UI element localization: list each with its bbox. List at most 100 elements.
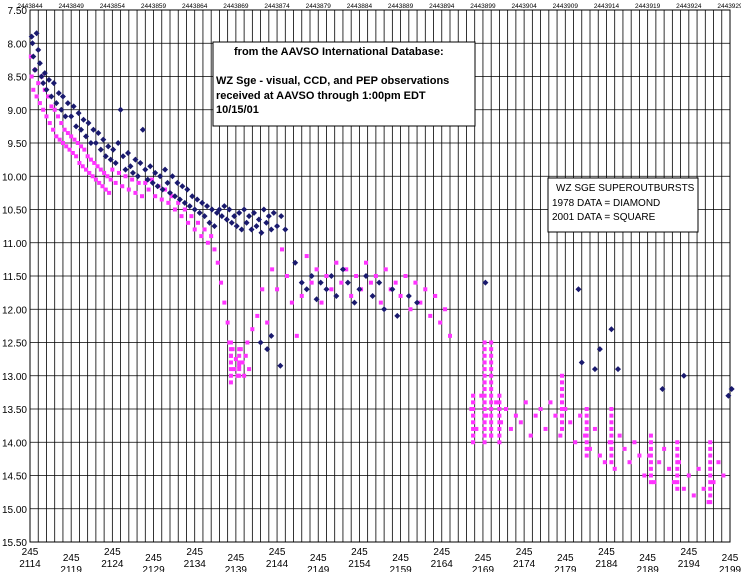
square-point: [92, 160, 97, 165]
square-point: [247, 367, 252, 372]
square-point: [489, 347, 494, 352]
diamond-point: [179, 183, 186, 190]
square-point: [133, 190, 138, 195]
square-point: [166, 200, 171, 205]
diamond-point: [149, 179, 156, 186]
diamond-point: [157, 173, 164, 180]
top-tick-label: 2443889: [388, 3, 414, 10]
square-point: [597, 453, 602, 458]
diamond-point: [725, 392, 732, 399]
square-point: [560, 387, 564, 392]
diamond-point: [268, 226, 275, 233]
square-point: [77, 160, 82, 165]
diamond-point: [414, 299, 421, 306]
bottom-tick-label-day: 2179: [554, 565, 577, 572]
square-point: [708, 453, 713, 458]
square-point: [103, 187, 108, 192]
square-point: [482, 433, 487, 438]
square-point: [398, 293, 403, 298]
square-point: [107, 190, 112, 195]
diamond-point: [78, 126, 85, 133]
diamond-point: [270, 209, 277, 216]
square-point: [489, 373, 494, 378]
square-point: [222, 300, 227, 305]
square-point: [489, 340, 494, 345]
square-point: [105, 174, 110, 179]
diamond-point: [189, 193, 196, 200]
diamond-point: [317, 279, 324, 286]
diamond-point: [142, 166, 149, 173]
square-point: [708, 446, 713, 451]
square-point: [499, 420, 504, 425]
diamond-point: [87, 140, 94, 146]
top-tick-label: 2443859: [141, 3, 167, 10]
diamond-point: [33, 30, 40, 37]
square-point: [189, 214, 194, 219]
annotation-box: from the AAVSO International Database: W…: [212, 41, 476, 127]
bottom-tick-label-prefix: 245: [722, 553, 739, 564]
square-point: [609, 446, 614, 451]
diamond-point: [333, 292, 340, 299]
diamond-point: [615, 366, 621, 373]
diamond-point: [115, 140, 122, 146]
square-point: [82, 147, 87, 152]
square-point: [212, 247, 217, 252]
diamond-point: [28, 33, 35, 40]
square-point: [75, 141, 80, 145]
square-point: [102, 170, 107, 175]
square-point: [676, 460, 681, 465]
bottom-tick-label-prefix: 245: [433, 547, 450, 558]
square-point: [373, 274, 378, 278]
square-point: [494, 400, 499, 405]
square-point: [479, 393, 484, 398]
bottom-tick-label-day: 2159: [389, 565, 412, 572]
square-point: [708, 466, 713, 471]
square-point: [708, 486, 713, 491]
y-tick-label: 11.00: [3, 239, 28, 250]
square-point: [489, 393, 494, 398]
bottom-tick-label-prefix: 245: [392, 553, 409, 564]
square-point: [67, 147, 72, 152]
square-point: [588, 446, 592, 451]
square-point: [54, 134, 59, 139]
square-point: [708, 460, 713, 465]
diamond-point: [68, 113, 75, 120]
square-point: [52, 107, 57, 112]
square-point: [29, 74, 34, 79]
square-point: [584, 446, 589, 451]
diamond-point: [394, 312, 401, 319]
diamond-point: [134, 173, 141, 180]
bottom-tick-label-day: 2194: [678, 559, 701, 570]
diamond-point: [55, 90, 62, 97]
square-point: [130, 177, 135, 182]
diamond-point: [381, 306, 388, 313]
square-point: [609, 453, 614, 458]
square-point: [304, 254, 309, 259]
bottom-tick-label-day: 2119: [60, 565, 82, 572]
square-point: [497, 407, 502, 411]
y-tick-label: 13.00: [2, 372, 27, 383]
bottom-tick-label-prefix: 245: [351, 547, 368, 558]
square-point: [126, 187, 131, 192]
square-point: [548, 400, 553, 405]
square-point: [60, 141, 65, 145]
diamond-point: [303, 286, 310, 293]
diamond-point: [144, 176, 151, 183]
square-point: [560, 380, 564, 385]
y-tick-label: 14.00: [2, 438, 27, 449]
y-axis-ticks: 7.50 8.00 8.50 9.00 9.50 10.00 10.50 11.00 11.50…: [2, 6, 27, 549]
diamond-point: [122, 166, 129, 173]
square-point: [116, 170, 121, 175]
square-point: [583, 433, 588, 438]
square-point: [56, 114, 60, 119]
diamond-point: [238, 226, 245, 233]
square-point: [108, 177, 113, 182]
diamond-point: [137, 159, 144, 166]
square-point: [518, 420, 523, 425]
square-point: [675, 480, 680, 485]
square-point: [560, 426, 564, 431]
square-point: [489, 380, 494, 385]
bottom-tick-label-prefix: 245: [598, 547, 615, 558]
square-point: [309, 280, 314, 285]
diamond-point: [152, 169, 159, 176]
